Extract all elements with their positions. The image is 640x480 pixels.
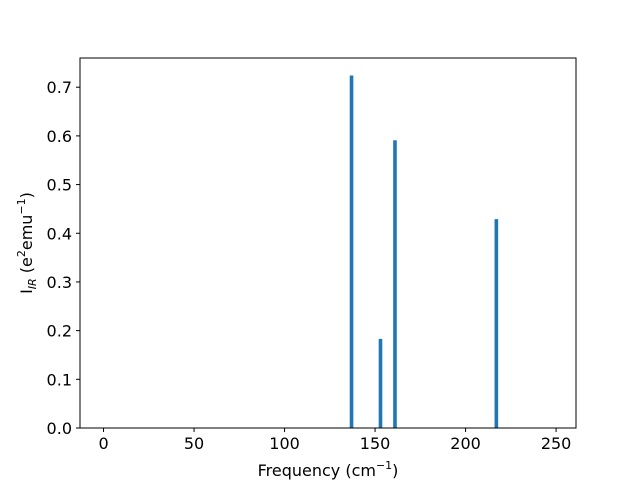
y-tick-label: 0.5 [47,176,72,195]
y-tick-label: 0.6 [47,127,72,146]
bar-1 [378,338,383,428]
x-tick-label: 150 [360,434,391,453]
y-tick-label: 0.7 [47,78,72,97]
bar-3 [494,219,499,428]
y-tick-label: 0.3 [47,273,72,292]
x-tick-label: 0 [98,434,108,453]
y-axis-label: IIR (e2emu−1) [15,192,39,294]
bar-0 [349,75,354,429]
plot-background [80,58,576,428]
x-tick-label: 250 [541,434,572,453]
y-axis-ticks: 0.0 0.1 0.2 0.3 0.4 0.5 0.6 0.7 [47,78,80,438]
y-tick-label: 0.2 [47,322,72,341]
plot-frame [79,57,577,429]
bars-group [349,75,499,429]
x-axis-label: Frequency (cm−1) [258,459,399,480]
x-tick-label: 50 [184,434,204,453]
x-axis-ticks: 0 50 100 150 200 250 [98,428,571,453]
y-tick-label: 0.4 [47,224,72,243]
x-tick-label: 200 [450,434,481,453]
y-tick-label: 0.1 [47,370,72,389]
bar-2 [393,140,397,429]
x-tick-label: 100 [269,434,300,453]
y-tick-label: 0.0 [47,419,72,438]
